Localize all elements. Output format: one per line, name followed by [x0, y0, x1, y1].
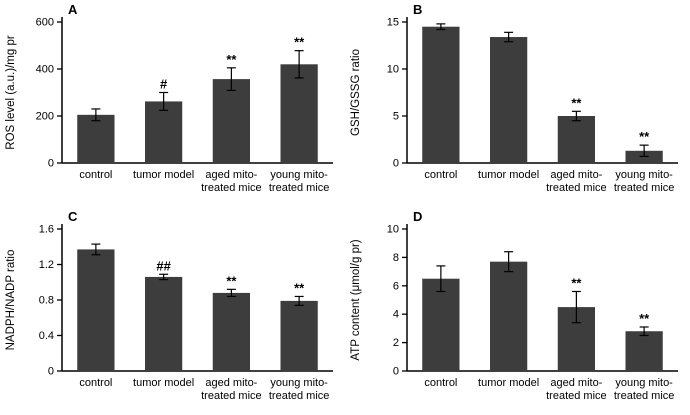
y-tick-label: 600	[36, 17, 54, 29]
y-tick-label: 400	[36, 64, 54, 76]
significance-marker: **	[639, 129, 650, 144]
bar	[212, 79, 251, 163]
panel-C-nadph-nadp-chart: C NADPH/NADP ratio 0 0.4 0.8 1.2 1.6 control ## t…	[0, 207, 345, 415]
y-tick-label: 6	[393, 280, 399, 292]
panel-A-ros-level-chart: A ROS level (a.u.)/mg pr 0 200 400 600 control…	[0, 0, 345, 207]
panel-D-atp-content-chart: D ATP content (μmol/g pr) 0 2 4 6 8 10 control tu…	[345, 207, 690, 415]
bar	[557, 116, 596, 163]
x-category-label: young mito-treated mice	[614, 377, 675, 402]
chart-svg-panel-B: B GSH/GSSG ratio 0 5 10 15 control tumor model *…	[350, 2, 678, 194]
bar	[422, 26, 460, 164]
bar	[489, 261, 528, 371]
y-tick-label: 0.4	[39, 330, 54, 342]
y-axis-label: NADPH/NADP ratio	[5, 250, 17, 351]
panel-letter: D	[413, 209, 422, 224]
significance-marker: **	[571, 275, 582, 290]
significance-marker: **	[226, 52, 237, 67]
y-tick-label: 5	[393, 111, 399, 123]
y-axis-label: ATP content (μmol/g pr)	[350, 239, 362, 360]
x-category-label: tumor model	[478, 377, 539, 389]
x-category-label: young mito-treated mice	[269, 377, 330, 402]
y-tick-label: 0	[393, 158, 399, 170]
bar	[489, 37, 528, 163]
y-tick-label: 0.8	[39, 295, 54, 307]
y-tick-label: 4	[393, 309, 399, 321]
bar	[280, 300, 318, 371]
y-tick-label: 200	[36, 111, 54, 123]
chart-svg-panel-D: D ATP content (μmol/g pr) 0 2 4 6 8 10 control tu…	[350, 209, 678, 402]
y-tick-label: 10	[387, 64, 399, 76]
bar	[625, 331, 663, 371]
chart-svg-panel-C: C NADPH/NADP ratio 0 0.4 0.8 1.2 1.6 control ## t…	[5, 209, 333, 402]
y-tick-label: 2	[393, 337, 399, 349]
bar	[77, 114, 115, 163]
panel-letter: A	[68, 2, 78, 17]
panel-letter: B	[413, 2, 422, 17]
y-tick-label: 0	[48, 366, 54, 378]
significance-marker: **	[294, 35, 305, 50]
x-category-label: control	[424, 377, 457, 389]
bar	[422, 278, 460, 371]
panel-letter: C	[68, 209, 78, 224]
x-category-label: aged mito-treated mice	[201, 169, 262, 194]
bar	[77, 249, 115, 371]
x-category-label: control	[79, 377, 112, 389]
x-category-label: young mito-treated mice	[614, 169, 675, 194]
panel-B-gsh-gssg-chart: B GSH/GSSG ratio 0 5 10 15 control tumor model *…	[345, 0, 690, 207]
bar	[144, 101, 183, 163]
x-category-label: control	[424, 169, 457, 181]
y-tick-label: 1.2	[39, 259, 54, 271]
significance-marker: ##	[156, 258, 171, 273]
y-tick-label: 15	[387, 17, 399, 29]
chart-svg-panel-A: A ROS level (a.u.)/mg pr 0 200 400 600 control…	[5, 2, 333, 194]
y-tick-label: 0	[48, 158, 54, 170]
significance-marker: #	[160, 77, 168, 92]
x-category-label: young mito-treated mice	[269, 169, 330, 194]
y-axis-label: ROS level (a.u.)/mg pr	[5, 35, 17, 150]
y-tick-label: 1.6	[39, 224, 54, 236]
bar	[212, 292, 251, 371]
significance-marker: **	[226, 273, 237, 288]
significance-marker: **	[294, 280, 305, 295]
x-category-label: tumor model	[133, 169, 194, 181]
y-tick-label: 0	[393, 366, 399, 378]
y-tick-label: 8	[393, 252, 399, 264]
x-category-label: tumor model	[133, 377, 194, 389]
bar	[280, 64, 318, 163]
bar	[144, 276, 183, 371]
x-category-label: tumor model	[478, 169, 539, 181]
x-category-label: aged mito-treated mice	[201, 377, 262, 402]
significance-marker: **	[571, 95, 582, 110]
y-axis-label: GSH/GSSG ratio	[350, 49, 362, 136]
x-category-label: aged mito-treated mice	[546, 169, 607, 194]
x-category-label: aged mito-treated mice	[546, 377, 607, 402]
y-tick-label: 10	[387, 224, 399, 236]
significance-marker: **	[639, 311, 650, 326]
x-category-label: control	[79, 169, 112, 181]
